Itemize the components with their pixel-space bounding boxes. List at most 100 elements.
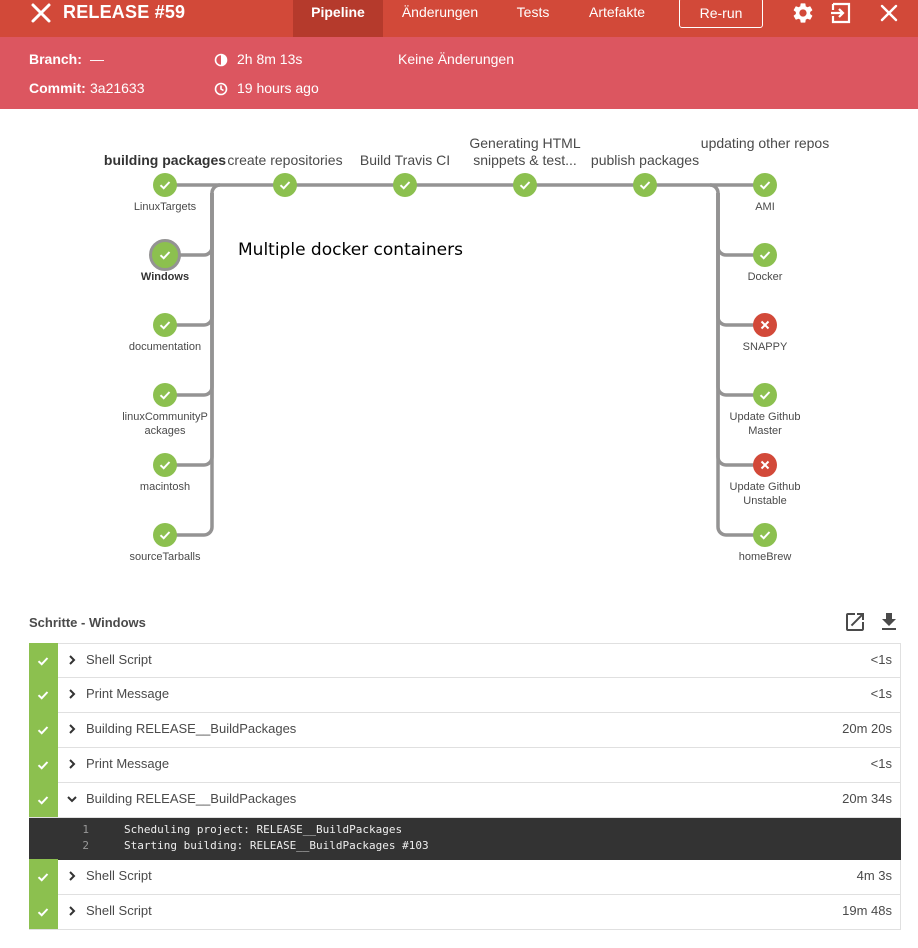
run-duration: 2h 8m 13s [237,51,303,67]
branch-label-linuxcommunitypackages: linuxCommunityPackages [122,411,208,437]
check-icon [519,181,531,190]
branch-label-sourcetarballs: sourceTarballs [129,551,201,563]
branch-label-ami: AMI [755,201,775,213]
close-icon[interactable] [28,0,54,26]
top-bar: RELEASE #59 Pipeline Änderungen Tests Ar… [0,0,918,37]
graph-annotation: Multiple docker containers [238,240,463,260]
step-duration: <1s [870,686,892,701]
branch-node-ami[interactable] [753,173,777,197]
branch-value: — [90,51,104,67]
step-duration: 20m 20s [842,721,892,736]
chevron-right-icon[interactable] [66,688,78,700]
pipeline-graph: building packages create repositories Bu… [0,109,918,600]
branch-label-documentation: documentation [128,341,202,353]
log-line-text: Starting building: RELEASE__BuildPackage… [124,839,429,852]
commit-label: Commit: [29,80,86,96]
stage-title-build-travis: Build Travis CI [359,152,451,168]
step-status-success [29,643,58,678]
branch-node-sourcetarballs[interactable] [153,523,177,547]
check-icon [37,726,49,735]
check-icon [159,251,171,260]
tab-artifacts[interactable]: Artefakte [588,4,646,20]
branch-label-homebrew: homeBrew [738,551,792,563]
step-duration: <1s [870,652,892,667]
step-duration: 4m 3s [856,868,892,883]
branch-node-homebrew[interactable] [753,523,777,547]
chevron-right-icon[interactable] [66,723,78,735]
step-row[interactable]: Print Message <1s [29,677,901,713]
tab-tests[interactable]: Tests [516,4,550,20]
changes-info: Keine Änderungen [398,51,514,67]
stage-node-generating-html[interactable] [513,173,537,197]
chevron-right-icon[interactable] [66,905,78,917]
step-row[interactable]: Shell Script 4m 3s [29,859,901,895]
step-status-success [29,859,58,894]
chevron-down-icon[interactable] [66,793,78,805]
step-name: Building RELEASE__BuildPackages [86,791,297,806]
stage-node-create-repositories[interactable] [273,173,297,197]
log-line-text: Scheduling project: RELEASE__BuildPackag… [124,823,403,836]
exit-icon[interactable] [829,1,853,25]
close-icon[interactable] [877,1,901,25]
step-duration: 19m 48s [842,903,892,918]
check-icon [759,531,771,540]
step-name: Print Message [86,686,170,701]
check-icon [159,391,171,400]
commit-value[interactable]: 3a21633 [90,80,145,96]
open-external-icon[interactable] [843,610,867,634]
gear-icon[interactable] [791,1,815,25]
branch-node-macintosh[interactable] [153,453,177,477]
run-time-ago: 19 hours ago [237,80,319,96]
check-icon [759,181,771,190]
step-row[interactable]: Shell Script 19m 48s [29,894,901,930]
check-icon [37,691,49,700]
step-log: 1 Scheduling project: RELEASE__BuildPack… [29,818,901,860]
chevron-right-icon[interactable] [66,654,78,666]
step-name: Shell Script [86,868,152,883]
tab-changes[interactable]: Änderungen [401,4,479,20]
branch-node-docker[interactable] [753,243,777,267]
check-icon [159,181,171,190]
check-icon [159,531,171,540]
step-row[interactable]: Print Message <1s [29,747,901,783]
stage-title-building-packages: building packages [103,152,227,168]
pipeline-connectors [165,183,765,537]
chevron-right-icon[interactable] [66,758,78,770]
step-status-success [29,747,58,782]
branch-node-update-github-master[interactable] [753,383,777,407]
check-icon [279,181,291,190]
log-line-number: 1 [82,823,89,836]
stage-node-publish-packages[interactable] [633,173,657,197]
branch-label-windows: Windows [140,271,190,283]
branch-node-linuxtargets[interactable] [153,173,177,197]
duration-icon [214,53,228,67]
step-row-expanded[interactable]: Building RELEASE__BuildPackages 20m 34s [29,782,901,818]
branch-node-linuxcommunitypackages[interactable] [153,383,177,407]
download-icon[interactable] [877,610,901,634]
run-summary: Branch: — Commit: 3a21633 2h 8m 13s 19 h… [0,37,918,109]
check-icon [759,391,771,400]
branch-node-windows[interactable] [149,239,181,271]
stage-title-publish-packages: publish packages [590,152,700,168]
branch-node-update-github-unstable[interactable] [753,453,777,477]
check-icon [399,181,411,190]
branch-label-docker: Docker [747,271,783,283]
step-duration: 20m 34s [842,791,892,806]
rerun-button[interactable]: Re-run [679,0,763,28]
check-icon [37,657,49,666]
branch-label-snappy: SNAPPY [742,341,788,353]
branch-node-documentation[interactable] [153,313,177,337]
stage-node-build-travis[interactable] [393,173,417,197]
check-icon [159,461,171,470]
chevron-right-icon[interactable] [66,870,78,882]
stage-title-updating-repos: updating other repos [700,135,830,151]
cross-icon [760,460,770,470]
check-icon [37,761,49,770]
step-row[interactable]: Shell Script <1s [29,643,901,678]
tab-pipeline[interactable]: Pipeline [293,0,383,37]
branch-label-update-github-unstable: Update Github Unstable [729,481,801,507]
step-status-success [29,712,58,747]
step-row[interactable]: Building RELEASE__BuildPackages 20m 20s [29,712,901,748]
branch-node-snappy[interactable] [753,313,777,337]
clock-icon [214,82,228,96]
